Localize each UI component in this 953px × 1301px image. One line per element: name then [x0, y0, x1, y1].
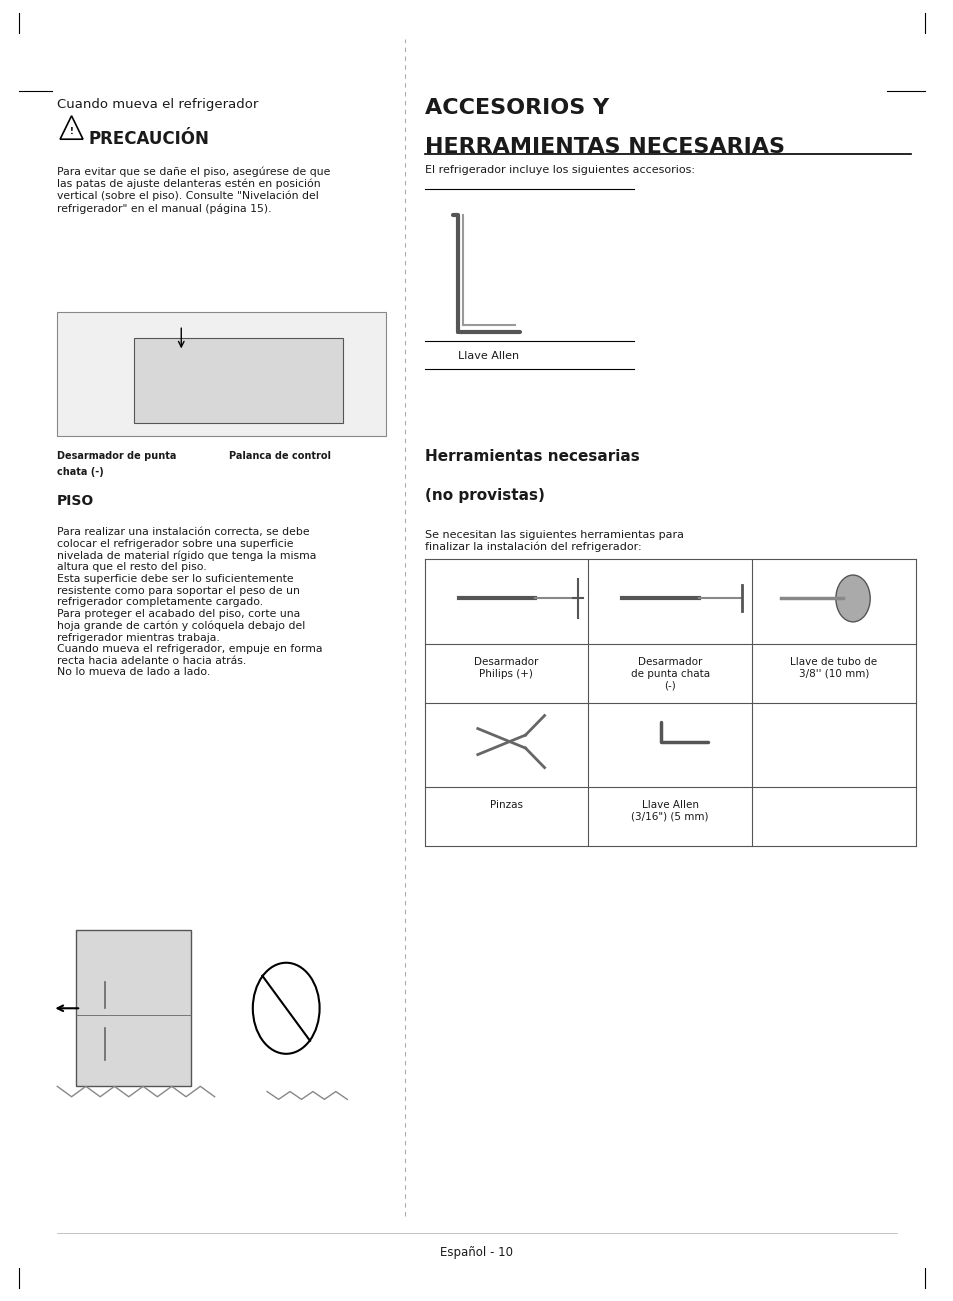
Text: Para evitar que se dañe el piso, asegúrese de que
las patas de ajuste delanteras: Para evitar que se dañe el piso, asegúre…: [57, 167, 331, 213]
Text: Para realizar una instalación correcta, se debe
colocar el refrigerador sobre un: Para realizar una instalación correcta, …: [57, 527, 322, 678]
Text: PRECAUCIÓN: PRECAUCIÓN: [89, 130, 210, 148]
Text: Herramientas necesarias: Herramientas necesarias: [424, 449, 639, 464]
Text: !: !: [70, 127, 73, 135]
Text: Pinzas: Pinzas: [490, 800, 522, 811]
Text: Se necesitan las siguientes herramientas para
finalizar la instalación del refri: Se necesitan las siguientes herramientas…: [424, 530, 682, 552]
Text: Llave Allen
(3/16") (5 mm): Llave Allen (3/16") (5 mm): [631, 800, 708, 822]
Text: Llave de tubo de
3/8'' (10 mm): Llave de tubo de 3/8'' (10 mm): [790, 657, 877, 679]
Text: ACCESORIOS Y: ACCESORIOS Y: [424, 98, 608, 117]
Text: Español - 10: Español - 10: [440, 1246, 513, 1259]
FancyBboxPatch shape: [76, 930, 191, 1086]
Text: El refrigerador incluye los siguientes accesorios:: El refrigerador incluye los siguientes a…: [424, 165, 694, 176]
Text: (no provistas): (no provistas): [424, 488, 544, 503]
Text: Desarmador
de punta chata
(-): Desarmador de punta chata (-): [630, 657, 709, 691]
FancyBboxPatch shape: [57, 312, 386, 436]
Text: PISO: PISO: [57, 494, 94, 509]
Circle shape: [835, 575, 869, 622]
Text: Desarmador
Philips (+): Desarmador Philips (+): [474, 657, 538, 679]
Text: HERRAMIENTAS NECESARIAS: HERRAMIENTAS NECESARIAS: [424, 137, 783, 156]
Text: Cuando mueva el refrigerador: Cuando mueva el refrigerador: [57, 98, 258, 111]
Text: Palanca de control: Palanca de control: [229, 451, 331, 462]
Text: Llave Allen: Llave Allen: [457, 351, 518, 362]
Text: Desarmador de punta: Desarmador de punta: [57, 451, 176, 462]
FancyBboxPatch shape: [133, 338, 343, 423]
Text: chata (-): chata (-): [57, 467, 104, 477]
